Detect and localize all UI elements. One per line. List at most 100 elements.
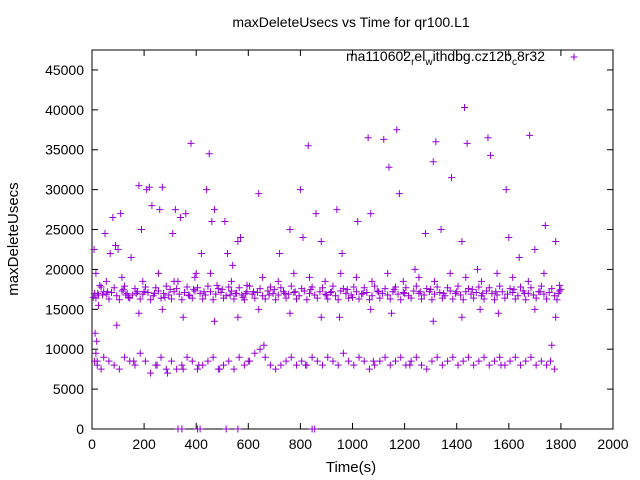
data-point [105,295,113,303]
data-point [92,269,100,277]
data-point [214,285,222,293]
data-point [509,273,517,281]
data-point [312,210,320,218]
data-point [338,249,346,257]
data-point [306,289,314,297]
data-point [96,281,104,289]
data-point [127,253,135,261]
data-point [308,283,316,291]
data-point [556,287,564,295]
data-point [165,291,173,299]
data-point [416,288,424,296]
data-point [402,284,410,292]
data-point [371,361,379,369]
data-point [222,425,230,433]
data-point [470,294,478,302]
data-point [517,361,525,369]
data-point [484,134,492,142]
data-point [462,273,470,281]
data-point [178,425,186,433]
data-point [386,361,394,369]
data-point [233,289,241,297]
legend-label-part: el [414,48,425,64]
y-tick-label: 10000 [45,341,84,357]
legend-label-part: ma110602 [346,48,411,64]
data-point [428,357,436,365]
data-point [166,285,174,293]
data-point [360,357,368,365]
data-point [334,296,342,304]
data-point [274,277,282,285]
data-point [251,349,259,357]
data-point [141,357,149,365]
data-point [196,289,204,297]
data-point [493,269,501,277]
data-point [192,269,200,277]
data-point [329,282,337,290]
legend-marker [570,53,578,61]
data-point [359,289,367,297]
data-point [391,283,399,291]
data-point [177,214,185,222]
data-point [260,341,268,349]
data-point [527,284,535,292]
data-point [532,361,540,369]
data-point [113,321,121,329]
data-point [161,293,169,301]
data-point [313,357,321,365]
data-point [204,282,212,290]
data-point [395,190,403,198]
data-point [418,361,426,369]
data-point [162,282,170,290]
data-point [432,138,440,146]
data-point [535,288,543,296]
data-point [178,296,186,304]
x-tick-label: 600 [237,436,261,452]
data-point [345,294,353,302]
data-point [550,292,558,300]
data-point [282,294,290,302]
x-tick-label: 1600 [493,436,524,452]
data-point [287,282,295,290]
data-point [179,313,187,321]
data-point [531,245,539,253]
data-point [463,139,471,147]
data-point [368,277,376,285]
data-point [90,245,98,253]
data-point [199,361,207,369]
x-tick-label: 400 [185,436,209,452]
data-point [371,282,379,290]
y-tick-label: 30000 [45,182,84,198]
data-point [277,361,285,369]
data-point [511,353,519,361]
data-point [175,290,183,298]
data-point [381,285,389,293]
data-point [197,249,205,257]
data-point [91,329,99,337]
data-point [246,357,254,365]
data-point [543,361,551,369]
data-point [221,218,229,226]
data-point [126,357,134,365]
y-tick-label: 15000 [45,301,84,317]
data-point [183,283,191,291]
data-point [316,288,324,296]
data-point [147,296,155,304]
data-point [281,289,289,297]
data-point [373,287,381,295]
data-point [365,365,373,373]
legend-label-part: ithdbg.cz12b [433,48,513,64]
data-point [131,285,139,293]
data-point [527,353,535,361]
data-point [251,294,259,302]
data-point [292,361,300,369]
data-point [121,353,129,361]
x-tick-label: 1000 [337,436,368,452]
data-point [363,289,371,297]
data-point [141,283,149,291]
data-point [326,289,334,297]
data-point [272,296,280,304]
data-point [152,284,160,292]
data-point [144,289,152,297]
